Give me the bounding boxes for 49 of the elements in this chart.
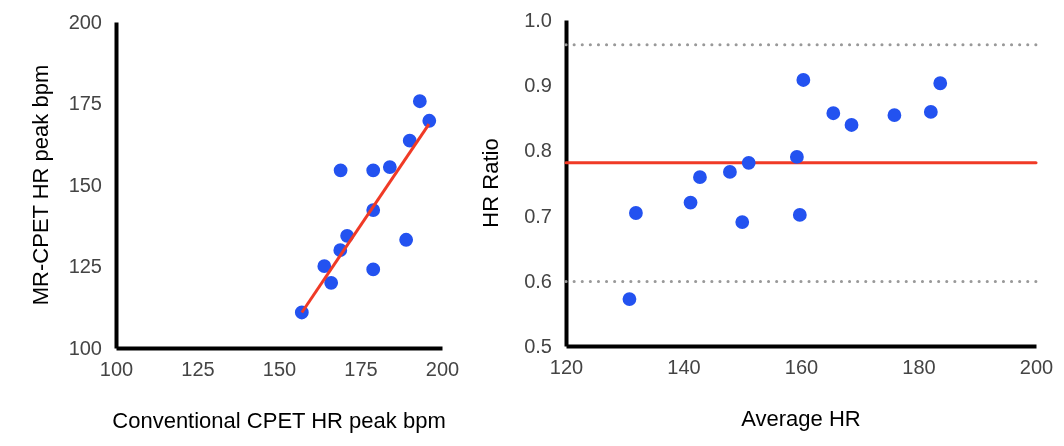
y-tick-label: 100 — [68, 336, 102, 359]
y-tick-label: 200 — [68, 10, 102, 33]
point — [796, 73, 811, 87]
x-tick-label: 200 — [425, 358, 460, 381]
point — [789, 150, 804, 164]
point — [826, 106, 841, 121]
y-axis-title: MR-CPET HR peak bpm — [28, 64, 53, 306]
y-tick-label: 0.5 — [524, 334, 552, 357]
x-tick-label: 150 — [262, 358, 297, 381]
x-axis-title: Average HR — [741, 406, 861, 431]
point — [693, 170, 707, 185]
point — [723, 165, 737, 179]
point — [382, 160, 397, 174]
x-tick-label: 160 — [784, 356, 819, 379]
x-tick-label: 140 — [667, 356, 701, 379]
point — [366, 163, 381, 178]
x-tick-label: 175 — [344, 358, 378, 381]
x-tick-label: 100 — [99, 358, 134, 381]
point — [933, 76, 948, 91]
y-tick-label: 0.7 — [524, 204, 552, 227]
point — [887, 108, 902, 123]
x-tick-label: 125 — [181, 358, 215, 381]
x-tick-label: 200 — [1019, 356, 1054, 379]
y-tick-label: 125 — [68, 255, 102, 278]
point — [792, 208, 807, 222]
y-axis-title: HR Ratio — [478, 138, 503, 228]
point — [683, 195, 698, 210]
y-tick-label: 0.6 — [524, 269, 552, 292]
point — [741, 155, 756, 170]
x-tick-label: 180 — [902, 356, 936, 379]
point — [317, 259, 332, 274]
point — [844, 118, 859, 132]
point — [735, 215, 750, 230]
y-tick-label: 0.9 — [524, 74, 552, 97]
point — [422, 113, 437, 128]
point — [324, 275, 339, 290]
point — [412, 94, 427, 109]
y-tick-label: 175 — [68, 92, 102, 115]
x-tick-label: 120 — [549, 356, 584, 379]
y-tick-label: 150 — [68, 173, 102, 196]
point — [399, 232, 414, 247]
point — [923, 105, 938, 119]
point — [622, 292, 637, 306]
point — [333, 163, 348, 178]
y-tick-label: 0.8 — [524, 139, 552, 162]
point — [366, 262, 381, 277]
point — [629, 206, 643, 220]
y-tick-label: 1.0 — [524, 8, 552, 31]
x-axis-title: Conventional CPET HR peak bpm — [112, 408, 446, 433]
